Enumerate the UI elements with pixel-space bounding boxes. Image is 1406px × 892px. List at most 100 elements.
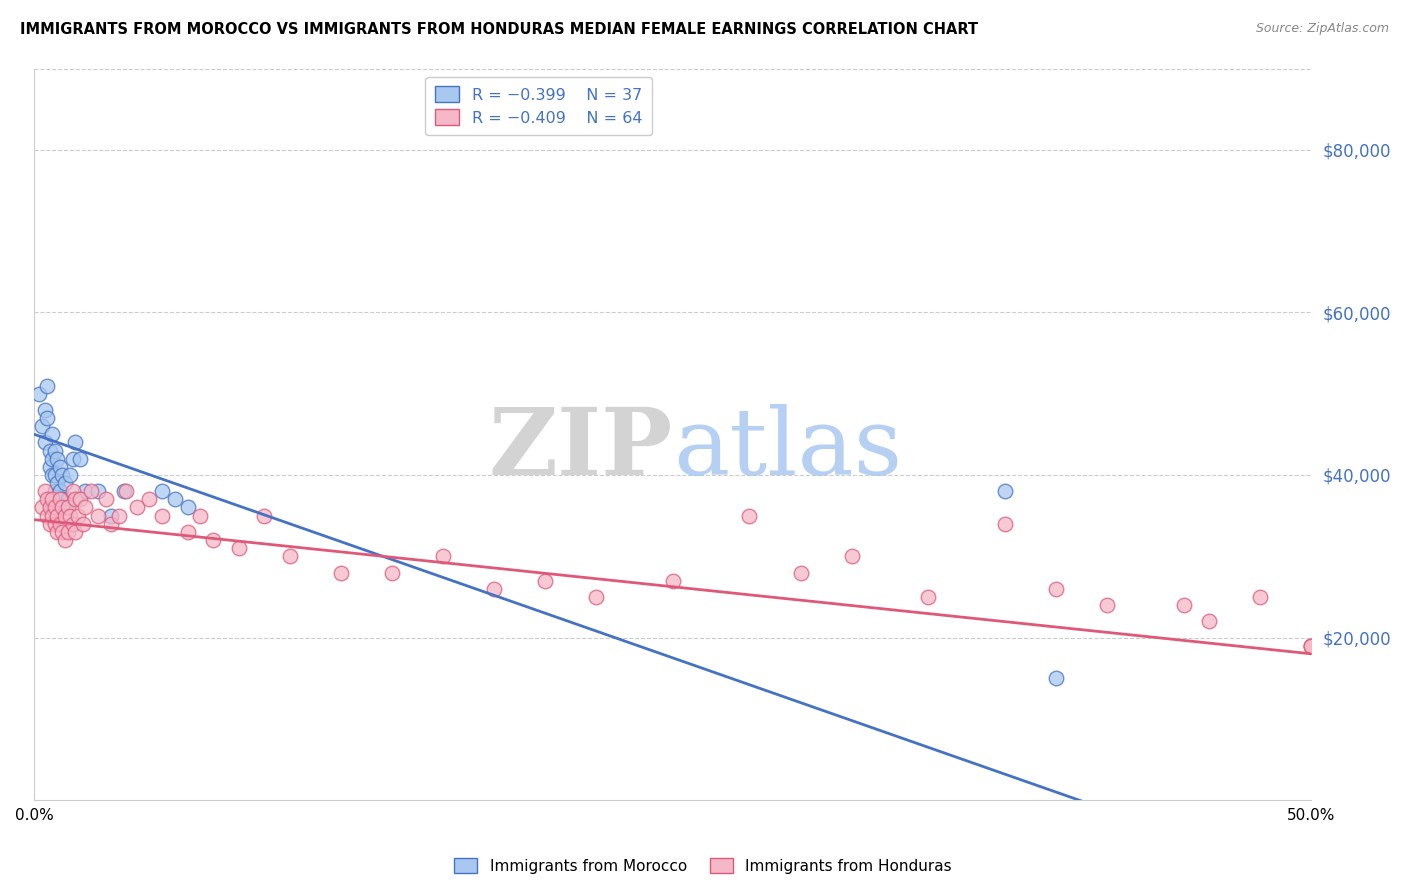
- Point: [34, 403, 56, 417]
- Point: [1095, 598, 1118, 612]
- Point: [94, 492, 117, 507]
- Point: [44, 443, 66, 458]
- Point: [37, 378, 59, 392]
- Point: [1301, 639, 1323, 653]
- Point: [176, 500, 198, 515]
- Point: [37, 508, 59, 523]
- Point: [1198, 615, 1220, 629]
- Point: [65, 492, 87, 507]
- Point: [46, 524, 69, 539]
- Point: [51, 500, 73, 515]
- Point: [917, 590, 939, 604]
- Point: [482, 582, 505, 596]
- Point: [534, 574, 557, 588]
- Point: [31, 419, 53, 434]
- Point: [41, 467, 63, 482]
- Point: [53, 476, 76, 491]
- Point: [49, 500, 72, 515]
- Point: [28, 386, 51, 401]
- Point: [150, 508, 173, 523]
- Point: [1301, 639, 1323, 653]
- Point: [994, 516, 1017, 531]
- Point: [49, 484, 72, 499]
- Point: [662, 574, 685, 588]
- Point: [190, 508, 212, 523]
- Point: [75, 484, 97, 499]
- Point: [112, 484, 135, 499]
- Point: [46, 476, 69, 491]
- Point: [72, 516, 94, 531]
- Point: [41, 508, 63, 523]
- Point: [69, 451, 91, 466]
- Point: [46, 508, 69, 523]
- Point: [41, 492, 63, 507]
- Point: [138, 492, 160, 507]
- Point: [37, 492, 59, 507]
- Point: [66, 508, 89, 523]
- Point: [163, 492, 186, 507]
- Point: [37, 411, 59, 425]
- Point: [38, 500, 60, 515]
- Point: [49, 516, 72, 531]
- Point: [62, 451, 84, 466]
- Point: [44, 467, 66, 482]
- Text: IMMIGRANTS FROM MOROCCO VS IMMIGRANTS FROM HONDURAS MEDIAN FEMALE EARNINGS CORRE: IMMIGRANTS FROM MOROCCO VS IMMIGRANTS FR…: [20, 22, 977, 37]
- Point: [253, 508, 276, 523]
- Point: [115, 484, 138, 499]
- Point: [56, 492, 79, 507]
- Point: [53, 533, 76, 547]
- Point: [79, 484, 101, 499]
- Point: [87, 508, 110, 523]
- Text: atlas: atlas: [673, 404, 903, 494]
- Point: [202, 533, 225, 547]
- Point: [69, 492, 91, 507]
- Point: [62, 516, 84, 531]
- Point: [1173, 598, 1195, 612]
- Text: ZIP: ZIP: [488, 404, 673, 494]
- Point: [38, 459, 60, 474]
- Point: [49, 492, 72, 507]
- Point: [228, 541, 250, 556]
- Point: [53, 500, 76, 515]
- Point: [75, 500, 97, 515]
- Point: [34, 435, 56, 450]
- Point: [100, 516, 122, 531]
- Point: [125, 500, 148, 515]
- Point: [381, 566, 404, 580]
- Point: [585, 590, 607, 604]
- Text: Source: ZipAtlas.com: Source: ZipAtlas.com: [1256, 22, 1389, 36]
- Point: [150, 484, 173, 499]
- Point: [87, 484, 110, 499]
- Point: [51, 492, 73, 507]
- Point: [1045, 582, 1067, 596]
- Point: [34, 484, 56, 499]
- Point: [1249, 590, 1271, 604]
- Point: [49, 459, 72, 474]
- Point: [31, 500, 53, 515]
- Point: [59, 508, 82, 523]
- Point: [62, 484, 84, 499]
- Legend: R = −0.399    N = 37, R = −0.409    N = 64: R = −0.399 N = 37, R = −0.409 N = 64: [426, 77, 652, 136]
- Point: [51, 467, 73, 482]
- Legend: Immigrants from Morocco, Immigrants from Honduras: Immigrants from Morocco, Immigrants from…: [449, 852, 957, 880]
- Point: [41, 451, 63, 466]
- Point: [329, 566, 352, 580]
- Point: [65, 435, 87, 450]
- Point: [44, 500, 66, 515]
- Point: [53, 508, 76, 523]
- Point: [1301, 639, 1323, 653]
- Point: [107, 508, 129, 523]
- Point: [278, 549, 301, 564]
- Point: [46, 451, 69, 466]
- Point: [738, 508, 761, 523]
- Point: [841, 549, 863, 564]
- Point: [44, 516, 66, 531]
- Point: [38, 443, 60, 458]
- Point: [38, 516, 60, 531]
- Point: [65, 524, 87, 539]
- Point: [59, 467, 82, 482]
- Point: [176, 524, 198, 539]
- Point: [56, 524, 79, 539]
- Point: [56, 500, 79, 515]
- Point: [51, 524, 73, 539]
